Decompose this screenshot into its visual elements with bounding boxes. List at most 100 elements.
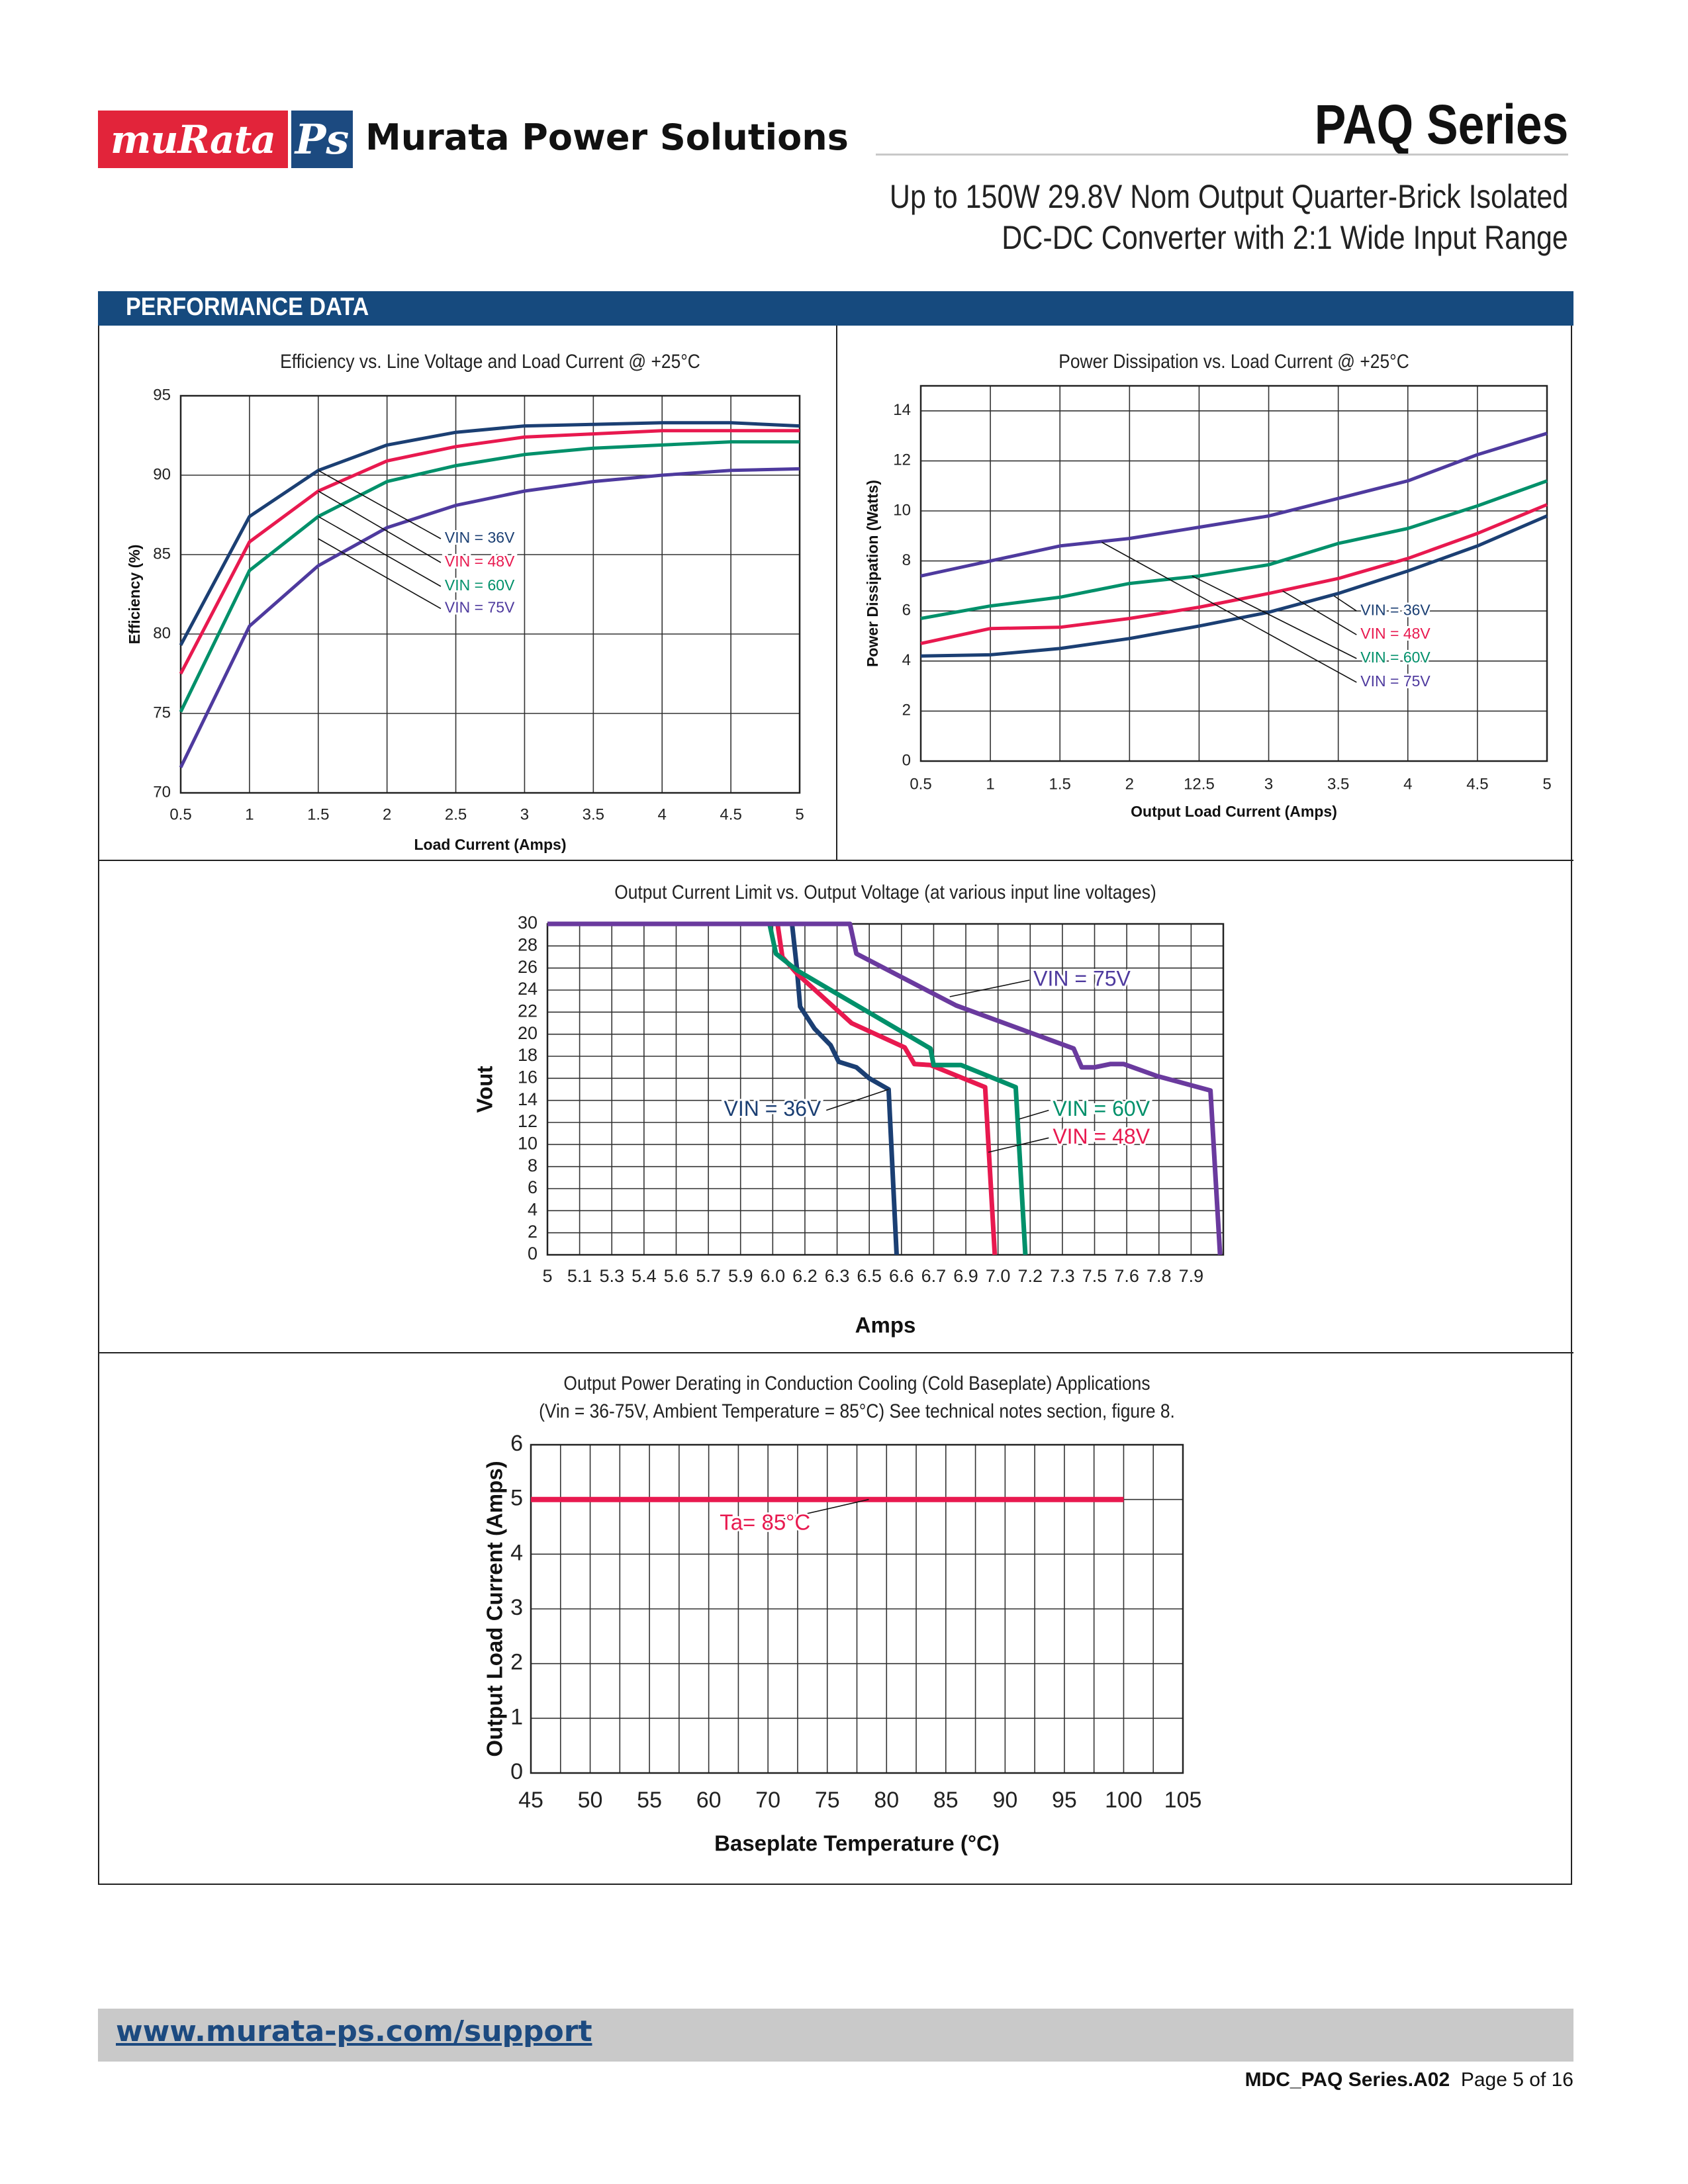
annotation-leader-line bbox=[1282, 590, 1357, 635]
annotation-leader-line bbox=[1019, 1109, 1049, 1120]
series-title: PAQ Series bbox=[1314, 93, 1568, 156]
subtitle-line-1: Up to 150W 29.8V Nom Output Quarter-Bric… bbox=[889, 178, 1568, 215]
y-tick-label: 0 bbox=[528, 1244, 538, 1263]
y-tick-label: 90 bbox=[153, 465, 171, 483]
annotation-label: VIN = 36V bbox=[1360, 601, 1430, 618]
x-tick-label: 1 bbox=[245, 805, 254, 823]
x-tick-label: 0.5 bbox=[169, 805, 191, 823]
y-tick-label: 26 bbox=[518, 957, 538, 977]
x-tick-label: 5.3 bbox=[599, 1266, 624, 1286]
x-tick-label: 45 bbox=[518, 1788, 543, 1813]
x-tick-label: 3 bbox=[1264, 775, 1273, 793]
series-line-vin-60v bbox=[920, 479, 1548, 620]
x-tick-label: 2 bbox=[1125, 775, 1134, 793]
series-line-vin-60v bbox=[179, 440, 800, 713]
page-number: Page 5 of 16 bbox=[1460, 2069, 1573, 2091]
annotation-label: VIN = 48V bbox=[1053, 1124, 1150, 1148]
chart-subtitle: (Vin = 36-75V, Ambient Temperature = 85°… bbox=[539, 1399, 1175, 1422]
chart-title: Efficiency vs. Line Voltage and Load Cur… bbox=[280, 349, 700, 372]
series-line-vin-60v bbox=[547, 921, 1028, 1255]
x-tick-label: 7.8 bbox=[1147, 1266, 1172, 1286]
x-tick-label: 6.0 bbox=[761, 1266, 786, 1286]
y-tick-label: 4 bbox=[528, 1199, 538, 1219]
x-tick-label: 7.9 bbox=[1179, 1266, 1204, 1286]
y-tick-label: 75 bbox=[153, 704, 171, 721]
x-tick-label: 2 bbox=[383, 805, 391, 823]
support-link[interactable]: www.murata-ps.com/support bbox=[116, 2015, 592, 2048]
panel-divider-row1 bbox=[98, 860, 1573, 861]
y-tick-label: 70 bbox=[153, 783, 171, 801]
y-tick-label: 10 bbox=[518, 1133, 538, 1153]
subtitle-line-2: DC-DC Converter with 2:1 Wide Input Rang… bbox=[1002, 219, 1568, 256]
doc-id: MDC_PAQ Series.A02 bbox=[1244, 2069, 1450, 2091]
series-line-vin-48v bbox=[547, 921, 998, 1255]
chart-title: Output Current Limit vs. Output Voltage … bbox=[614, 880, 1156, 903]
y-tick-label: 85 bbox=[153, 545, 171, 563]
section-title: PERFORMANCE DATA bbox=[126, 293, 369, 321]
chart-3: Output Current Limit vs. Output Voltage … bbox=[473, 880, 1225, 1338]
x-tick-label: 5 bbox=[1542, 775, 1551, 793]
x-tick-label: 5 bbox=[542, 1266, 552, 1286]
plot-border bbox=[530, 1443, 1184, 1774]
header-divider bbox=[876, 154, 1568, 156]
x-tick-label: 75 bbox=[815, 1788, 840, 1813]
annotation-label: VIN = 48V bbox=[445, 553, 515, 570]
x-tick-label: 6.5 bbox=[857, 1266, 882, 1286]
x-tick-label: 12.5 bbox=[1184, 775, 1215, 793]
x-tick-label: 5.7 bbox=[696, 1266, 721, 1286]
annotation-label: VIN = 60V bbox=[445, 576, 515, 594]
x-tick-label: 3 bbox=[520, 805, 529, 823]
chart-2: Power Dissipation vs. Load Current @ +25… bbox=[864, 349, 1552, 820]
y-tick-label: 2 bbox=[528, 1222, 538, 1242]
panel-divider-row2 bbox=[98, 1352, 1573, 1353]
x-tick-label: 4.5 bbox=[1466, 775, 1488, 793]
series-line-vin-36v bbox=[920, 514, 1548, 658]
y-axis-label: Output Load Current (Amps) bbox=[483, 1461, 507, 1756]
annotation-label: VIN = 36V bbox=[724, 1097, 821, 1120]
x-tick-label: 1 bbox=[986, 775, 994, 793]
y-tick-label: 24 bbox=[518, 979, 538, 999]
annotation-leader-line bbox=[1192, 575, 1357, 659]
x-tick-label: 90 bbox=[992, 1788, 1017, 1813]
annotation-leader-line bbox=[318, 490, 442, 563]
x-tick-label: 50 bbox=[578, 1788, 603, 1813]
x-axis-label: Load Current (Amps) bbox=[414, 836, 567, 853]
y-tick-label: 3 bbox=[510, 1595, 523, 1620]
y-tick-label: 16 bbox=[518, 1067, 538, 1087]
x-tick-label: 4 bbox=[658, 805, 667, 823]
annotation-leader-line bbox=[1101, 541, 1357, 683]
series-line-vin-48v bbox=[920, 503, 1548, 645]
y-tick-label: 12 bbox=[518, 1111, 538, 1131]
annotation-label: Ta= 85°C bbox=[720, 1510, 810, 1535]
footer-doc-info: MDC_PAQ Series.A02 Page 5 of 16 bbox=[1245, 2069, 1573, 2091]
section-header-bar bbox=[98, 291, 1573, 326]
x-tick-label: 2.5 bbox=[445, 805, 467, 823]
y-tick-label: 14 bbox=[893, 401, 911, 419]
ps-logo-text: Ps bbox=[295, 115, 350, 163]
logo-text: muRata bbox=[110, 116, 276, 162]
annotation-leader-line bbox=[761, 1498, 869, 1525]
x-tick-label: 100 bbox=[1105, 1788, 1143, 1813]
series-line-vin-75v bbox=[920, 432, 1548, 578]
x-tick-label: 5.9 bbox=[728, 1266, 753, 1286]
y-tick-label: 14 bbox=[518, 1089, 538, 1109]
x-axis-label: Baseplate Temperature (°C) bbox=[714, 1831, 1000, 1856]
panel-divider-vertical bbox=[836, 326, 837, 860]
x-tick-label: 5.4 bbox=[632, 1266, 657, 1286]
x-tick-label: 3.5 bbox=[1327, 775, 1349, 793]
annotation-label: VIN = 75V bbox=[445, 599, 515, 616]
x-tick-label: 5.1 bbox=[567, 1266, 592, 1286]
y-tick-label: 12 bbox=[893, 451, 911, 469]
plot-border bbox=[546, 923, 1225, 1256]
x-tick-label: 1.5 bbox=[1049, 775, 1071, 793]
y-tick-label: 6 bbox=[510, 1431, 523, 1456]
y-tick-label: 5 bbox=[510, 1486, 523, 1511]
murata-logo: muRata bbox=[98, 111, 288, 168]
annotation-leader-line bbox=[318, 538, 442, 610]
y-axis-label: Efficiency (%) bbox=[126, 545, 143, 645]
x-tick-label: 3.5 bbox=[583, 805, 604, 823]
y-axis-label: Vout bbox=[473, 1066, 497, 1113]
y-tick-label: 18 bbox=[518, 1045, 538, 1065]
annotation-leader-line bbox=[318, 516, 442, 587]
